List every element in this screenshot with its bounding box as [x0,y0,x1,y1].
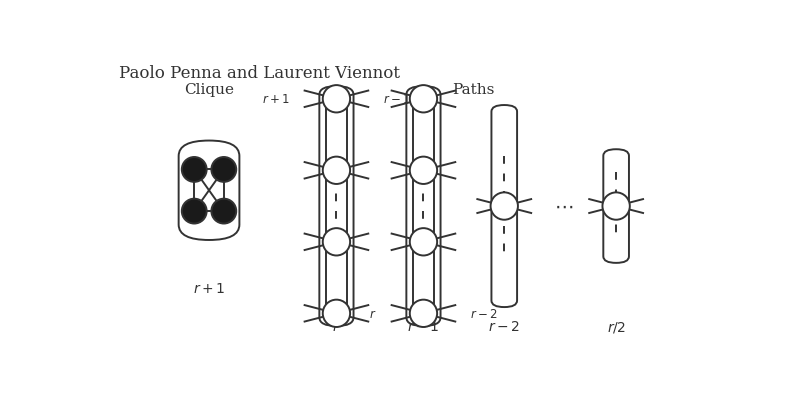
Text: Clique: Clique [184,83,234,97]
Ellipse shape [410,300,437,327]
Ellipse shape [410,229,437,256]
Ellipse shape [182,199,207,224]
Ellipse shape [491,193,518,220]
Text: $r+1$: $r+1$ [192,281,225,295]
FancyBboxPatch shape [492,106,517,307]
Ellipse shape [410,86,437,113]
Ellipse shape [322,157,350,184]
Text: $r-1$: $r-1$ [407,319,439,333]
Text: $\cdots$: $\cdots$ [553,198,573,216]
FancyBboxPatch shape [319,87,354,326]
Text: $r-2$: $r-2$ [488,319,520,333]
Text: $r$: $r$ [332,319,341,333]
Text: $r-2$: $r-2$ [470,307,498,320]
FancyBboxPatch shape [407,87,440,326]
Text: $r+1$: $r+1$ [262,93,290,106]
Ellipse shape [212,157,237,182]
Text: Paolo Penna and Laurent Viennot: Paolo Penna and Laurent Viennot [119,65,400,82]
Text: Paths: Paths [452,83,494,97]
Ellipse shape [410,157,437,184]
Ellipse shape [322,86,350,113]
Ellipse shape [212,199,237,224]
Text: $r-1$: $r-1$ [383,93,411,106]
Text: $r/2$: $r/2$ [606,319,626,334]
Ellipse shape [182,157,207,182]
FancyBboxPatch shape [179,141,240,240]
Ellipse shape [322,229,350,256]
Ellipse shape [322,300,350,327]
Text: $r$: $r$ [370,307,377,320]
FancyBboxPatch shape [603,150,629,263]
Ellipse shape [602,193,630,220]
